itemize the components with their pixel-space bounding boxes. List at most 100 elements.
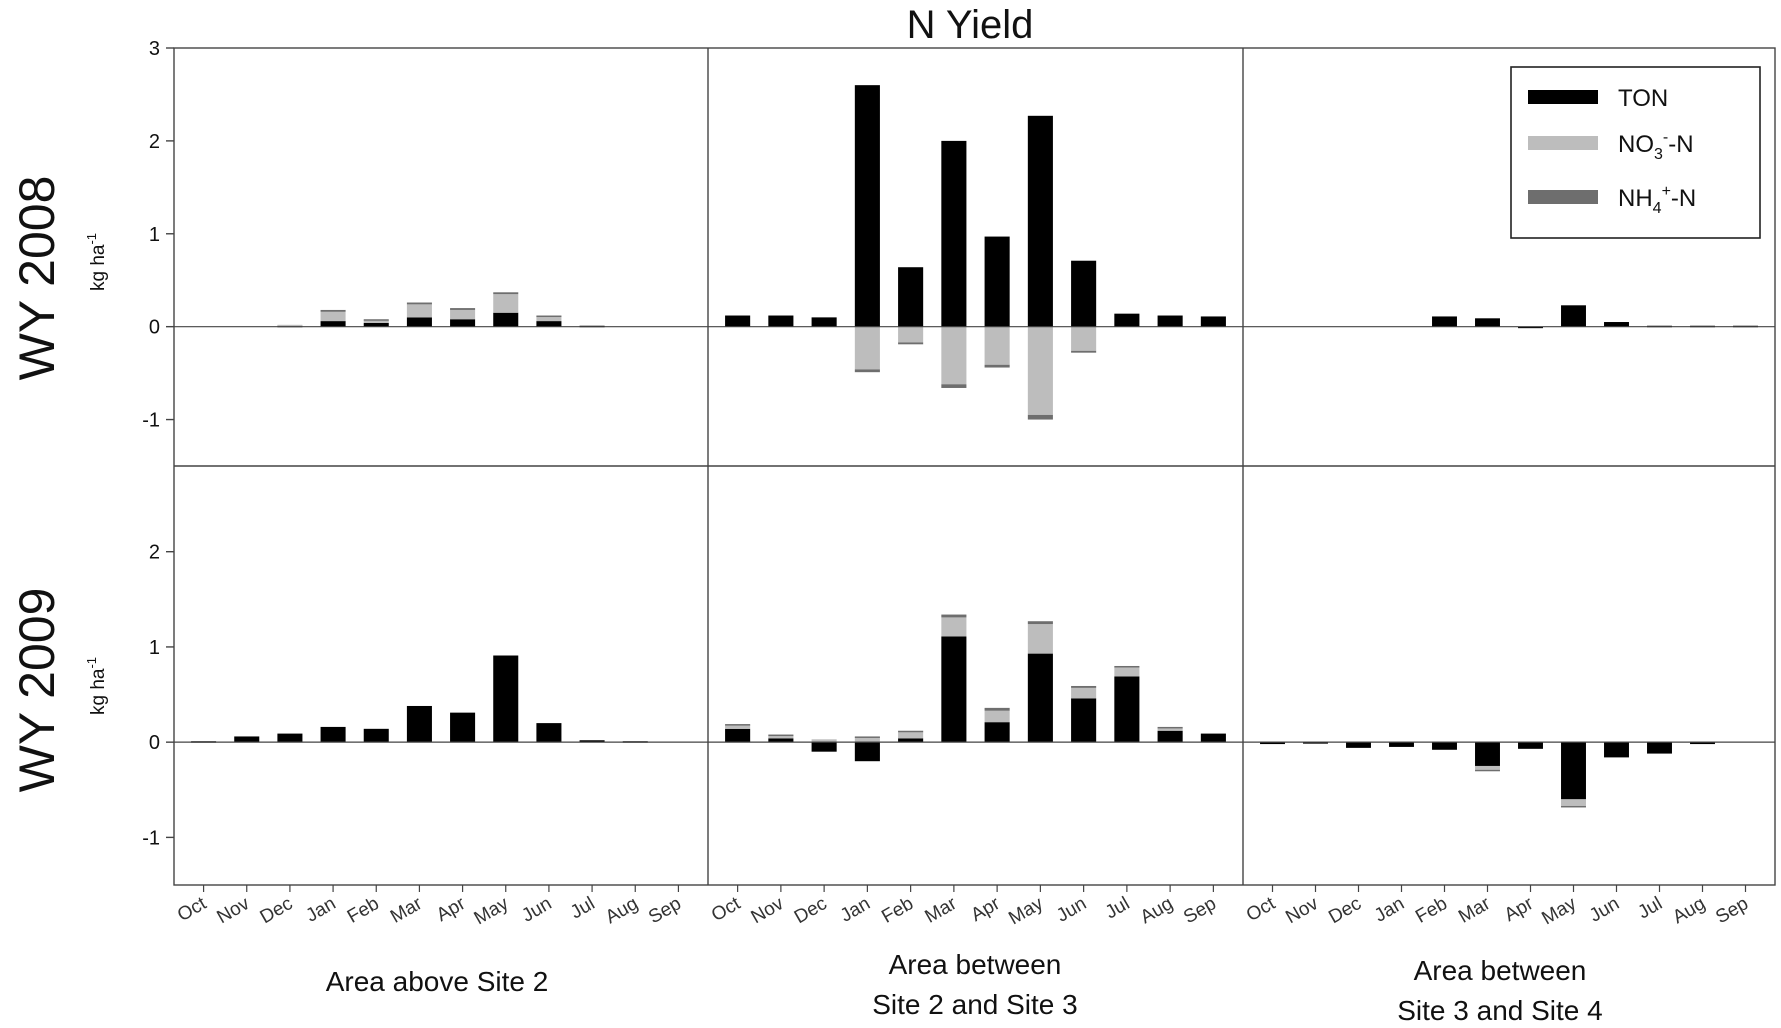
bar-no3-jan (854, 737, 880, 743)
bar-ton-feb (898, 267, 924, 327)
month-label: Apr (1501, 893, 1538, 926)
bar-no3-dec (277, 324, 303, 327)
bar-nh4-may (493, 292, 519, 295)
month-label: Nov (1282, 893, 1322, 928)
bar-nh4-may (1027, 621, 1053, 625)
y-tick-label: -1 (142, 827, 160, 849)
bar-no3-jun (1071, 326, 1097, 351)
y-axis-label-top: kg ha-1 (84, 233, 109, 291)
legend-label-nh4: NH4+-N (1618, 183, 1696, 217)
zero-lines (174, 326, 1775, 743)
chart-title: N Yield (907, 3, 1034, 47)
y-tick-label: 3 (149, 38, 160, 60)
bar-ton-may (1027, 115, 1053, 327)
legend-swatch-nh4 (1528, 190, 1598, 204)
y-tick-label: 1 (149, 637, 160, 659)
bar-ton-jun (1071, 260, 1097, 327)
bar-nh4-feb (898, 730, 924, 733)
group-label: Area between (889, 949, 1062, 980)
bar-nh4-apr (984, 364, 1010, 368)
month-label: Mar (1455, 893, 1494, 928)
bar-ton-feb (363, 322, 389, 327)
bar-ton-jul (1114, 313, 1140, 327)
bar-ton-may (1561, 305, 1586, 327)
bar-no3-nov (768, 735, 794, 739)
month-labels: Oct Nov Dec Jan Feb Mar Apr May Jun Jul Aug Sep Oct N… (174, 893, 1752, 929)
y-tick-label: 0 (149, 317, 160, 339)
month-label: May (471, 893, 513, 929)
row-label-wy2008: WY 2008 (9, 176, 65, 381)
bar-ton-apr (984, 722, 1010, 743)
bar-no3-jun (1071, 687, 1097, 699)
y-tick-label: 1 (149, 224, 160, 246)
legend-label-no3: NO3--N (1618, 129, 1694, 163)
month-label: Oct (1243, 893, 1280, 926)
legend-box (1510, 66, 1761, 239)
bar-no3-may (1027, 326, 1053, 415)
bar-ton-feb (1432, 316, 1457, 327)
y-tick-label: -1 (142, 410, 160, 432)
bar-no3-aug (1157, 727, 1183, 731)
month-label: Apr (968, 893, 1005, 926)
bar-ton-apr (1518, 742, 1543, 749)
y-tick-label: 2 (149, 131, 160, 153)
row-label-wy2009: WY 2009 (9, 588, 65, 793)
bar-nh4-mar (406, 302, 432, 305)
bar-ton-may (1027, 653, 1053, 743)
month-label: Dec (257, 893, 297, 928)
month-label: Mar (387, 893, 426, 928)
month-label: Apr (433, 893, 470, 926)
bar-ton-oct (725, 315, 751, 327)
y-axis-label-bottom: kg ha-1 (84, 657, 109, 715)
bar-no3-jan (854, 326, 880, 370)
bar-no3-jul (1114, 666, 1140, 677)
bar-ton-dec (277, 733, 303, 743)
bar-ton-mar (406, 317, 432, 327)
bar-ton-aug (1157, 315, 1183, 327)
bar-nh4-aug (1157, 726, 1183, 729)
bar-nh4-apr (984, 707, 1010, 711)
month-label: Jun (1586, 893, 1623, 927)
bar-nh4-apr (450, 308, 476, 310)
bar-no3-mar (941, 326, 967, 385)
bar-nh4-jan (320, 309, 346, 312)
bar-nh4-may (1027, 414, 1053, 420)
group-label: Area above Site 2 (326, 966, 549, 997)
bar-no3-feb (898, 326, 924, 343)
bar-ton-jul (1114, 676, 1140, 743)
group-label: Site 2 and Site 3 (872, 989, 1077, 1020)
bar-no3-jun (536, 316, 562, 322)
bar-ton-apr (984, 236, 1010, 327)
month-label: Feb (1412, 893, 1451, 928)
bar-nh4-feb (363, 319, 389, 321)
month-label: Sep (1712, 893, 1752, 928)
month-label: Sep (645, 893, 685, 928)
bar-ton-oct (1260, 742, 1285, 745)
month-label: Mar (922, 893, 961, 928)
bar-ton-mar (941, 636, 967, 743)
bar-nh4-may (1561, 805, 1586, 808)
bar-ton-jun (1071, 698, 1097, 743)
bar-no3-feb (898, 731, 924, 739)
month-label: Jul (567, 893, 599, 923)
bar-nh4-jan (854, 736, 880, 738)
month-label: Dec (791, 893, 831, 928)
bar-ton-feb (1432, 742, 1457, 750)
month-label: Aug (1137, 893, 1177, 928)
bar-ton-aug (1690, 742, 1715, 745)
bar-ton-nov (234, 736, 260, 743)
month-label: Nov (748, 893, 788, 928)
bar-ton-jan (854, 742, 880, 762)
bar-no3-mar (406, 304, 432, 318)
bar-ton-jun (536, 321, 562, 327)
month-label: Jan (837, 893, 874, 927)
month-label: Dec (1325, 893, 1365, 928)
bar-ton-jan (1389, 742, 1414, 747)
bar-ton-jun (1604, 322, 1629, 327)
legend-label-ton: TON (1618, 85, 1668, 112)
month-label: Jul (1102, 893, 1134, 923)
month-label: Jan (1371, 893, 1408, 927)
month-label: Jun (518, 893, 555, 927)
bar-nh4-feb (898, 342, 924, 345)
